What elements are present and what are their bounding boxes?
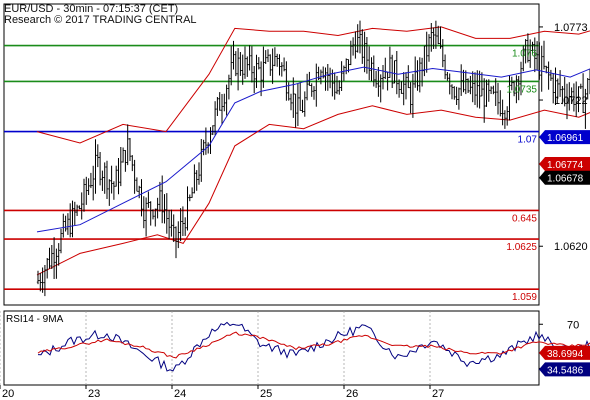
price-box-label-upper_band: 1.06774 [547,160,584,171]
level-label-support: 1.0625 [506,242,537,253]
price-tick-label: 1.0620 [554,241,588,253]
level-label-pivot: 1.07 [518,135,538,146]
lower-band-line [36,105,590,276]
day-tick-label: 27 [432,388,444,400]
level-label-resistance: 1.076 [512,49,537,60]
day-tick-label: 26 [346,388,358,400]
day-tick-label: 25 [260,388,272,400]
day-tick-label: 23 [88,388,100,400]
moving-average-line [36,66,590,233]
rsi-series-line-rsi_ma [37,331,590,359]
rsi-box-rsi [539,362,590,377]
price-box-label-moving_average: 1.06961 [547,133,584,144]
price-tick-label: 1.0722 [554,95,588,107]
level-label-support: 1.059 [512,292,537,303]
price-box-moving_average [539,130,590,145]
price-panel-frame [3,3,540,306]
day-tick-label: 20 [2,388,14,400]
price-box-upper_band [539,156,590,171]
level-label-resistance: 1.0735 [506,84,537,95]
price-bars-group [36,20,590,297]
rsi-panel-frame [3,310,540,386]
rsi-tick-label: 70 [567,319,579,331]
rsi-box-label-rsi: 34.5486 [547,365,584,376]
rsi-box-label-rsi_ma: 38.6994 [547,349,584,360]
rsi-series-line-rsi [37,321,590,372]
day-tick-label: 24 [174,388,186,400]
chart-copyright: Research © 2017 TRADING CENTRAL [4,14,197,26]
upper-band-line [36,26,590,144]
level-label-support: 0.645 [512,213,537,224]
price-box-label-last_price: 1.06678 [547,174,584,185]
price-tick-label: 1.0773 [554,22,588,34]
chart-title: EUR/USD - 30min - 07:15:37 (CET) [4,3,179,15]
rsi-panel-label: RSI14 - 9MA [6,314,64,325]
price-box-last_price [539,170,590,185]
rsi-box-rsi_ma [539,345,590,360]
